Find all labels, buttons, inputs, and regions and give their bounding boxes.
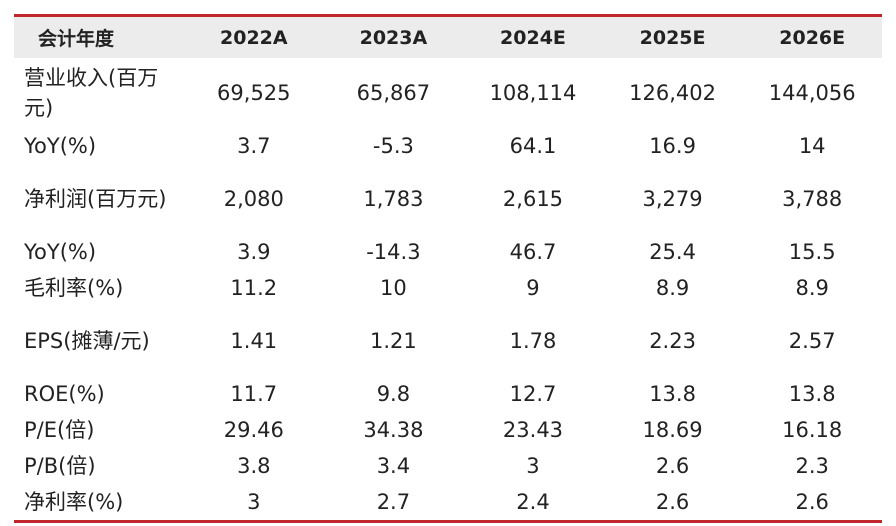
header-cell-2025e: 2025E [602, 17, 743, 58]
table-cell: 3.7 [237, 134, 271, 158]
row-label: 净利润(百万元) [24, 187, 167, 211]
table-cell: 3.9 [237, 240, 271, 264]
table-cell: 29.46 [223, 418, 284, 442]
table-cell: 2.3 [795, 454, 829, 478]
table-cell: 16.9 [649, 134, 696, 158]
table-row-pe: P/E(倍) 29.46 34.38 23.43 18.69 16.18 [14, 412, 882, 448]
table-row-pb: P/B(倍) 3.8 3.4 3 2.6 2.3 [14, 448, 882, 484]
financial-forecast-table: 会计年度 2022A 2023A 2024E 2025E 2026E 营业收入(… [14, 17, 882, 520]
header-row: 会计年度 2022A 2023A 2024E 2025E 2026E [14, 17, 882, 58]
table-cell: 46.7 [509, 240, 557, 264]
table-cell: 13.8 [649, 382, 696, 406]
table-cell: 65,867 [356, 81, 431, 105]
table-cell: 25.4 [649, 240, 696, 264]
table-cell: 2.6 [795, 490, 829, 514]
header-cell-2023a: 2023A [323, 17, 464, 58]
table-cell: 3,788 [782, 187, 843, 211]
table-cell: 9.8 [376, 382, 411, 406]
header-cell-2026e: 2026E [742, 17, 882, 58]
table-row-gross-margin: 毛利率(%) 11.2 10 9 8.9 8.9 [14, 270, 882, 306]
table-cell: 16.18 [782, 418, 843, 442]
header-cell-2022a: 2022A [184, 17, 324, 58]
table-cell: 12.7 [509, 382, 557, 406]
table-cell: 23.43 [502, 418, 564, 442]
row-label: P/E(倍) [24, 418, 95, 442]
table-cell: 3 [247, 490, 261, 514]
row-label: 营业收入(百万元) [24, 66, 159, 120]
table-row-revenue: 营业收入(百万元) 69,525 65,867 108,114 126,402 … [14, 58, 882, 128]
table-cell: 2.57 [788, 329, 836, 353]
row-label: YoY(%) [24, 134, 97, 158]
table-cell: 126,402 [629, 81, 716, 105]
table-cell: 64.1 [509, 134, 557, 158]
table-cell: -5.3 [372, 134, 414, 158]
table-cell: 1.78 [509, 329, 557, 353]
table-cell: 8.9 [655, 276, 690, 300]
row-label: ROE(%) [24, 382, 105, 406]
table-cell: 11.2 [230, 276, 278, 300]
table-cell: 108,114 [489, 81, 577, 105]
header-cell-fiscal-year: 会计年度 [14, 17, 184, 58]
table-cell: 9 [526, 276, 540, 300]
table-cell: 69,525 [217, 81, 291, 105]
table-row-revenue-yoy: YoY(%) 3.7 -5.3 64.1 16.9 14 [14, 128, 882, 164]
row-label: EPS(摊薄/元) [24, 329, 150, 353]
table-cell: 18.69 [642, 418, 703, 442]
table-cell: 8.9 [795, 276, 829, 300]
table-row-roe: ROE(%) 11.7 9.8 12.7 13.8 13.8 [14, 376, 882, 412]
table-cell: 2,615 [502, 187, 564, 211]
table-cell: 2,080 [223, 187, 284, 211]
header-cell-2024e: 2024E [463, 17, 603, 58]
table-row-net-profit: 净利润(百万元) 2,080 1,783 2,615 3,279 3,788 [14, 164, 882, 234]
table-cell: 2.4 [516, 490, 550, 514]
table-cell: 15.5 [788, 240, 836, 264]
table-cell: 3,279 [642, 187, 703, 211]
table-row-eps: EPS(摊薄/元) 1.41 1.21 1.78 2.23 2.57 [14, 306, 882, 376]
table-cell: 10 [380, 276, 407, 300]
table-cell: 3 [526, 454, 540, 478]
table-cell: 1.21 [370, 329, 417, 353]
table-cell: 144,056 [768, 81, 856, 105]
table-cell: 13.8 [788, 382, 836, 406]
table-cell: 3.8 [237, 454, 271, 478]
row-label: P/B(倍) [24, 454, 96, 478]
bottom-rule [14, 520, 882, 523]
row-label: YoY(%) [24, 240, 97, 264]
table-cell: 3.4 [376, 454, 411, 478]
table-cell: 14 [798, 134, 826, 158]
table-cell: 1,783 [363, 187, 424, 211]
row-label: 净利率(%) [24, 490, 124, 514]
financial-forecast-table-container: 会计年度 2022A 2023A 2024E 2025E 2026E 营业收入(… [14, 14, 882, 523]
top-rule [14, 14, 882, 17]
row-label: 毛利率(%) [24, 276, 124, 300]
table-row-net-margin: 净利率(%) 3 2.7 2.4 2.6 2.6 [14, 484, 882, 520]
table-cell: 2.7 [376, 490, 411, 514]
table-cell: 11.7 [230, 382, 278, 406]
table-cell: 34.38 [363, 418, 424, 442]
table-cell: -14.3 [366, 240, 421, 264]
table-cell: 2.23 [649, 329, 696, 353]
table-cell: 2.6 [655, 454, 690, 478]
table-cell: 2.6 [655, 490, 690, 514]
table-row-net-profit-yoy: YoY(%) 3.9 -14.3 46.7 25.4 15.5 [14, 234, 882, 270]
table-cell: 1.41 [230, 329, 278, 353]
